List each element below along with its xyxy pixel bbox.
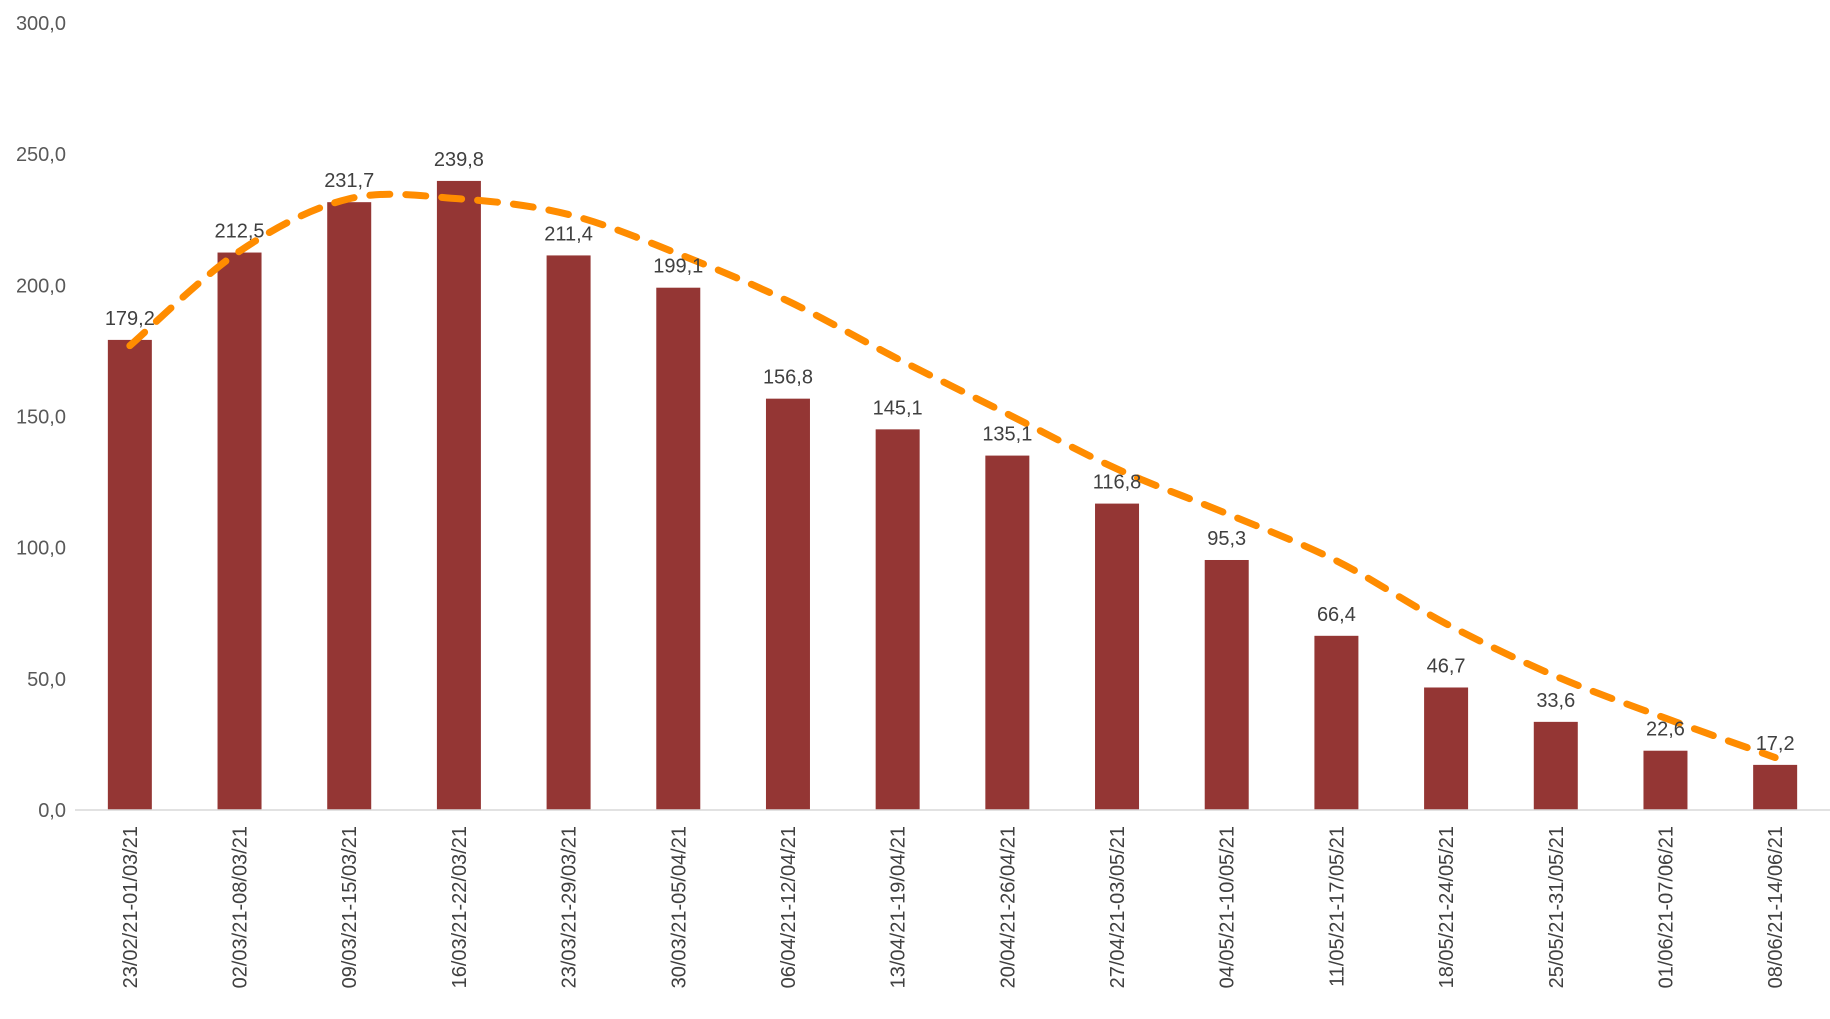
y-tick-label: 50,0	[27, 669, 66, 691]
data-labels: 179,2 212,5 231,7 239,8 211,4 199,1 156,8 145,1…	[105, 149, 1795, 755]
x-tick-label: 23/02/21-01/03/21	[120, 826, 142, 988]
data-label: 46,7	[1427, 655, 1466, 677]
x-tick-label: 25/05/21-31/05/21	[1546, 826, 1568, 988]
data-label: 231,7	[324, 170, 374, 192]
data-label: 179,2	[105, 308, 155, 330]
bar	[546, 255, 591, 810]
x-tick-label: 16/03/21-22/03/21	[449, 826, 471, 988]
x-tick-label: 09/03/21-15/03/21	[339, 826, 361, 988]
bars	[107, 180, 1798, 811]
bar	[1095, 503, 1140, 810]
y-tick-label: 100,0	[16, 538, 66, 560]
data-label: 145,1	[873, 397, 923, 419]
x-tick-label: 13/04/21-19/04/21	[888, 826, 910, 988]
x-tick-label: 06/04/21-12/04/21	[778, 826, 800, 988]
data-label: 66,4	[1317, 604, 1356, 626]
bar	[436, 180, 481, 810]
y-tick-label: 200,0	[16, 275, 66, 297]
data-label: 156,8	[763, 367, 813, 389]
data-label: 116,8	[1093, 472, 1142, 494]
bar	[985, 455, 1030, 810]
x-axis: 23/02/21-01/03/21 02/03/21-08/03/21 09/03/…	[120, 826, 1787, 988]
bar	[1204, 559, 1249, 810]
y-tick-label: 150,0	[16, 407, 66, 429]
x-tick-label: 04/05/21-10/05/21	[1217, 826, 1239, 988]
data-label: 212,5	[215, 221, 265, 243]
y-axis: 0,0 50,0 100,0 150,0 200,0 250,0 300,0	[16, 13, 66, 822]
bar	[875, 429, 920, 810]
x-tick-label: 18/05/21-24/05/21	[1436, 826, 1458, 988]
bar	[107, 339, 152, 810]
x-tick-label: 02/03/21-08/03/21	[230, 826, 252, 988]
data-label: 211,4	[544, 223, 593, 245]
data-label: 239,8	[434, 149, 484, 171]
bar	[1753, 764, 1798, 810]
data-label: 135,1	[982, 424, 1032, 446]
data-label: 199,1	[653, 256, 703, 278]
x-tick-label: 11/05/21-17/05/21	[1326, 826, 1348, 987]
bar	[1643, 750, 1688, 810]
y-tick-label: 300,0	[16, 13, 66, 35]
bar	[217, 252, 262, 810]
bar	[1314, 635, 1359, 810]
x-tick-label: 08/06/21-14/06/21	[1765, 826, 1787, 988]
y-tick-label: 0,0	[38, 800, 66, 822]
x-tick-label: 01/06/21-07/06/21	[1655, 826, 1677, 988]
trend-line-group	[126, 190, 1779, 762]
bar	[1424, 687, 1469, 810]
bar	[1533, 721, 1578, 810]
data-label: 95,3	[1207, 528, 1246, 550]
x-tick-label: 23/03/21-29/03/21	[559, 826, 581, 988]
data-label: 22,6	[1646, 719, 1685, 741]
x-tick-label: 30/03/21-05/04/21	[668, 826, 690, 988]
data-label: 33,6	[1536, 690, 1575, 712]
bar	[765, 398, 810, 810]
bar	[656, 287, 701, 810]
x-tick-label: 27/04/21-03/05/21	[1107, 826, 1129, 988]
bar	[327, 202, 372, 811]
data-label: 17,2	[1756, 733, 1795, 755]
x-tick-label: 20/04/21-26/04/21	[997, 826, 1019, 988]
y-tick-label: 250,0	[16, 144, 66, 166]
trend-line	[126, 190, 1779, 762]
